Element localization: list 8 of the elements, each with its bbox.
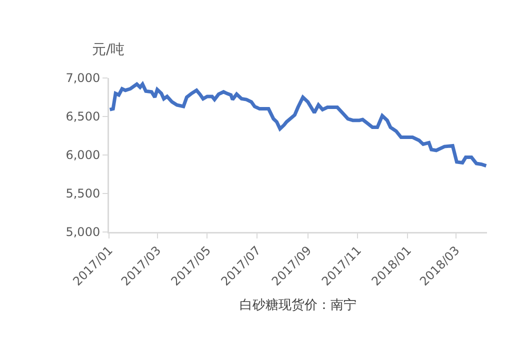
y-tick-label: 6,500 (66, 110, 100, 124)
y-axis-title: 元/吨 (92, 42, 125, 58)
y-tick-label: 6,000 (66, 148, 100, 162)
y-tick-label: 5,500 (66, 186, 100, 201)
y-tick-label: 7,000 (66, 71, 100, 86)
line-series (109, 82, 487, 168)
y-tick-label: 5,000 (66, 225, 100, 240)
x-axis-title: 白砂糖现货价：南宁 (240, 296, 356, 313)
